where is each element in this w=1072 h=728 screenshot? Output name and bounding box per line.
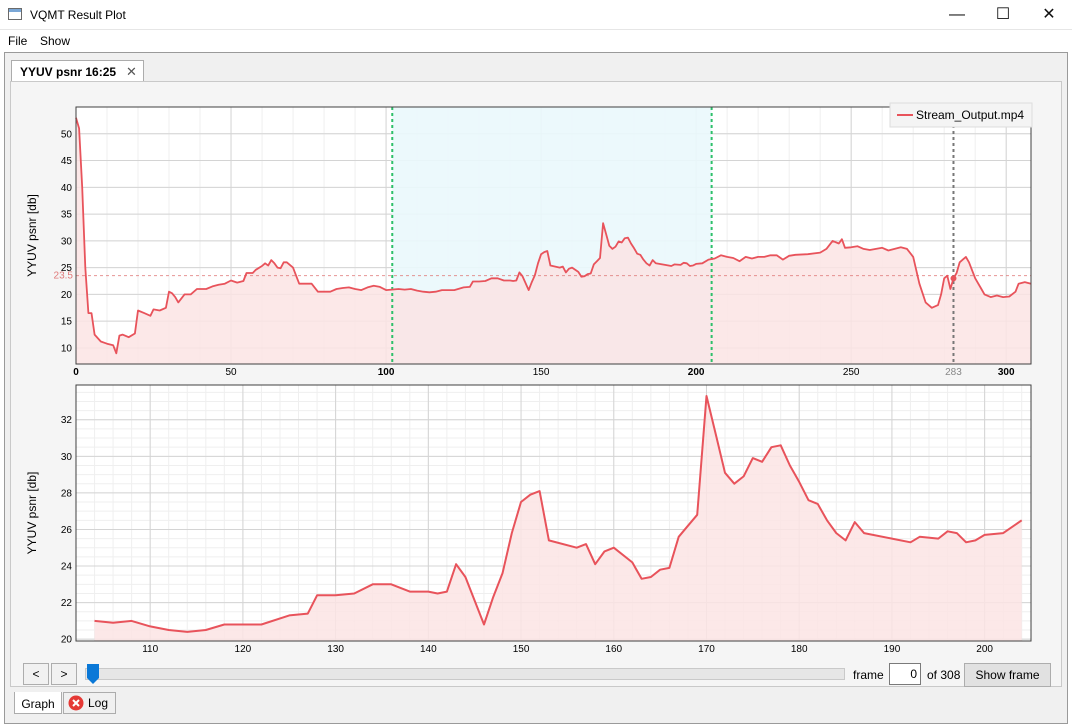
next-frame-button[interactable]: >: [51, 663, 77, 685]
frame-number-input[interactable]: [889, 663, 921, 685]
psnr-plots[interactable]: 23.5 0 50 100 150 200 250 300 283 10 15 20 25 30 35 40 4…: [20, 95, 1050, 657]
y-tick-label: 25: [61, 263, 73, 274]
legend: Stream_Output.mp4: [889, 102, 1033, 128]
x-tick-label: 150: [533, 367, 550, 378]
y-tick-label: 45: [61, 156, 73, 167]
y-tick-label: 22: [61, 598, 73, 609]
tab-close-icon[interactable]: ✕: [126, 64, 137, 79]
x-tick-label: 110: [142, 644, 158, 655]
x-tick-label: 170: [698, 644, 715, 655]
tab-graph[interactable]: Graph: [14, 692, 62, 714]
y-tick-label: 28: [61, 488, 73, 499]
x-tick-label: 120: [235, 644, 252, 655]
y-tick-label: 50: [61, 129, 73, 140]
y-axis-label: YYUV psnr [db]: [25, 194, 39, 277]
x-tick-label: 150: [513, 644, 530, 655]
tab-log-label: Log: [88, 696, 109, 710]
y-tick-label: 10: [61, 343, 73, 354]
x-tick-label: 100: [378, 367, 395, 378]
series-area-fill: [94, 396, 1022, 641]
frame-marker-point: [950, 275, 957, 282]
close-window-button[interactable]: ✕: [1042, 6, 1056, 23]
y-tick-label: 24: [61, 562, 73, 573]
y-tick-label: 32: [61, 415, 73, 426]
frame-marker-label: 283: [945, 367, 962, 378]
x-tick-label: 300: [998, 367, 1015, 378]
tab-yyuv-psnr[interactable]: YYUV psnr 16:25 ✕: [11, 60, 144, 82]
title-bar: VQMT Result Plot — ☐ ✕: [0, 0, 1072, 30]
y-tick-label: 30: [61, 452, 73, 463]
tab-log[interactable]: Log: [63, 692, 116, 714]
x-tick-label: 200: [976, 644, 993, 655]
frame-label: frame: [853, 668, 884, 682]
x-tick-label: 190: [884, 644, 901, 655]
mean-value-label: 23.5: [54, 271, 74, 282]
show-frame-button[interactable]: Show frame: [964, 663, 1051, 687]
error-icon: [68, 695, 84, 711]
y-tick-label: 26: [61, 525, 73, 536]
x-tick-label: 180: [791, 644, 808, 655]
y-tick-label: 15: [61, 317, 73, 328]
y-tick-label: 40: [61, 183, 73, 194]
frame-count-label: of 308: [927, 668, 961, 682]
menu-show[interactable]: Show: [40, 34, 71, 48]
legend-box: [889, 102, 1033, 128]
frame-slider[interactable]: [85, 668, 845, 680]
y-tick-label: 20: [61, 290, 73, 301]
menu-file[interactable]: File: [8, 34, 28, 48]
x-tick-label: 140: [420, 644, 437, 655]
series-area-fill: [76, 117, 1031, 364]
y-axis-label: YYUV psnr [db]: [25, 472, 39, 555]
minimize-button[interactable]: —: [949, 6, 965, 23]
x-tick-label: 160: [605, 644, 622, 655]
zoom-plot-border: [75, 384, 1032, 642]
slider-handle[interactable]: [87, 664, 99, 684]
y-tick-label: 20: [61, 635, 73, 646]
x-tick-label: 50: [225, 367, 237, 378]
overview-plot-border: [75, 106, 1032, 365]
y-tick-label: 35: [61, 210, 73, 221]
legend-label: Stream_Output.mp4: [916, 108, 1024, 122]
x-tick-label: 250: [843, 367, 860, 378]
x-tick-label: 130: [327, 644, 344, 655]
series-line: [75, 117, 1032, 355]
prev-frame-button[interactable]: <: [23, 663, 49, 685]
menu-bar: File Show: [0, 30, 1072, 52]
series-line: [94, 395, 1023, 633]
y-tick-label: 30: [61, 236, 73, 247]
x-tick-label: 0: [73, 367, 79, 378]
app-window-icon: [8, 8, 22, 20]
tab-label: YYUV psnr 16:25: [20, 65, 117, 79]
window-title: VQMT Result Plot: [30, 8, 126, 22]
x-tick-label: 200: [688, 367, 705, 378]
maximize-button[interactable]: ☐: [995, 6, 1011, 23]
